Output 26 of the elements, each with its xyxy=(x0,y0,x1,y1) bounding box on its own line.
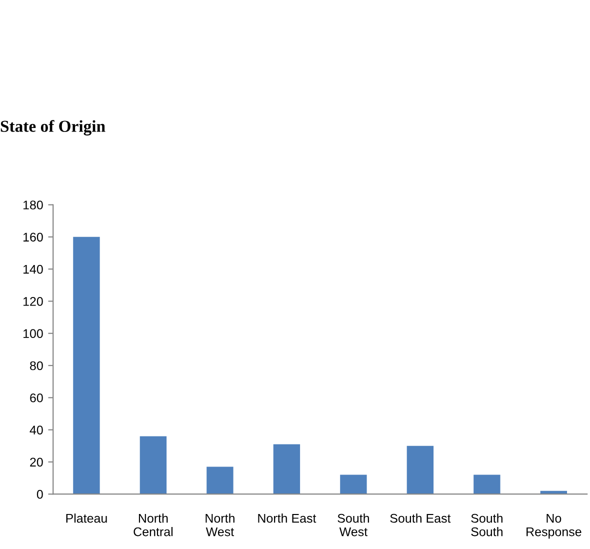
y-tick-label: 20 xyxy=(30,458,43,467)
y-tick-label: 180 xyxy=(23,200,43,210)
y-tick-label: 120 xyxy=(23,297,43,306)
x-tick-label: North West xyxy=(206,514,234,536)
y-tick-label: 40 xyxy=(30,426,43,434)
x-tick-label: North Central xyxy=(134,514,173,536)
bar xyxy=(406,446,434,494)
x-tick-label: South South xyxy=(471,514,502,536)
y-tick-label: 160 xyxy=(23,232,43,242)
x-tick-label: South East xyxy=(390,514,451,523)
x-tick-label: South West xyxy=(338,514,369,536)
y-tick-label: 60 xyxy=(30,393,43,402)
y-tick-label: 0 xyxy=(36,490,43,499)
y-tick-label: 80 xyxy=(30,361,43,370)
bar xyxy=(474,474,500,494)
y-tick-label: 100 xyxy=(23,329,43,338)
x-tick-label: Plateau xyxy=(66,514,107,523)
x-tick-label: North East xyxy=(258,514,316,523)
x-tick-label: No Response xyxy=(526,514,582,539)
bar xyxy=(73,236,100,494)
y-tick-label: 140 xyxy=(23,264,43,274)
bar xyxy=(140,436,167,494)
bar xyxy=(273,444,300,494)
chart-title: State of Origin xyxy=(0,120,106,136)
bar xyxy=(340,474,367,494)
bar xyxy=(206,466,234,494)
